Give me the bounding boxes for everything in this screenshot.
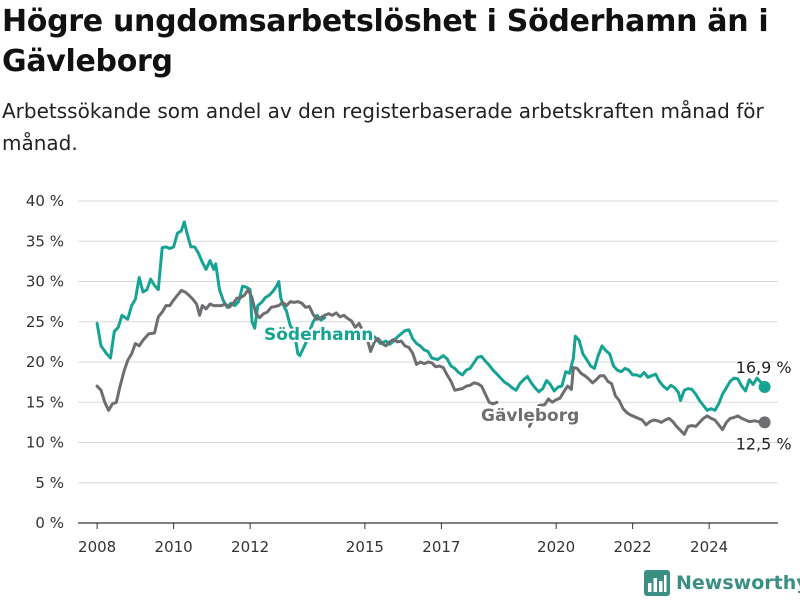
x-tick-label: 2008 (78, 538, 116, 556)
y-tick-label: 10 % (26, 434, 64, 452)
gavleborg-end-label: 12,5 % (736, 434, 792, 453)
x-tick-label: 2010 (155, 538, 193, 556)
series-label-gavleborg: Gävleborg (481, 406, 579, 426)
y-tick-label: 0 % (35, 514, 64, 532)
soderhamn-line (95, 220, 327, 360)
y-tick-label: 5 % (35, 474, 64, 492)
y-tick-label: 15 % (26, 393, 64, 411)
chart-subtitle: Arbetssökande som andel av den registerb… (2, 99, 764, 155)
soderhamn-end-label: 16,9 % (736, 358, 792, 377)
x-tick-label: 2015 (346, 538, 384, 556)
x-tick-label: 2020 (537, 538, 575, 556)
newsworthy-logo: Newsworthy (644, 570, 800, 596)
x-tick-label: 2012 (231, 538, 269, 556)
brand-name: Newsworthy (676, 572, 800, 594)
series-lines (95, 220, 771, 436)
x-tick-label: 2017 (422, 538, 460, 556)
gavleborg-end-point (758, 416, 771, 429)
x-tick-label: 2022 (614, 538, 652, 556)
series-label-soderhamn: Söderhamn (264, 325, 373, 345)
gavleborg-line (527, 366, 767, 436)
x-tick-label: 2024 (690, 538, 728, 556)
soderhamn-end-point (758, 380, 771, 393)
y-tick-label: 25 % (26, 313, 64, 331)
y-tick-label: 35 % (26, 232, 64, 250)
y-tick-label: 40 % (26, 192, 64, 210)
y-tick-label: 20 % (26, 353, 64, 371)
chart-title: Högre ungdomsarbetslöshet i Söderhamn än… (2, 4, 769, 79)
bar-chart-logo-icon (644, 570, 670, 596)
y-tick-label: 30 % (26, 273, 64, 291)
series-labels: 16,9 % 12,5 % Söderhamn Gävleborg (262, 323, 792, 453)
gavleborg-line (95, 288, 499, 412)
soderhamn-line (371, 328, 767, 412)
y-axis: 0 % 5 % 10 % 15 % 20 % 25 % 30 % 35 % 40 % (26, 192, 64, 532)
x-axis: 2008 2010 2012 2015 2017 2020 2022 2024 (78, 523, 728, 556)
